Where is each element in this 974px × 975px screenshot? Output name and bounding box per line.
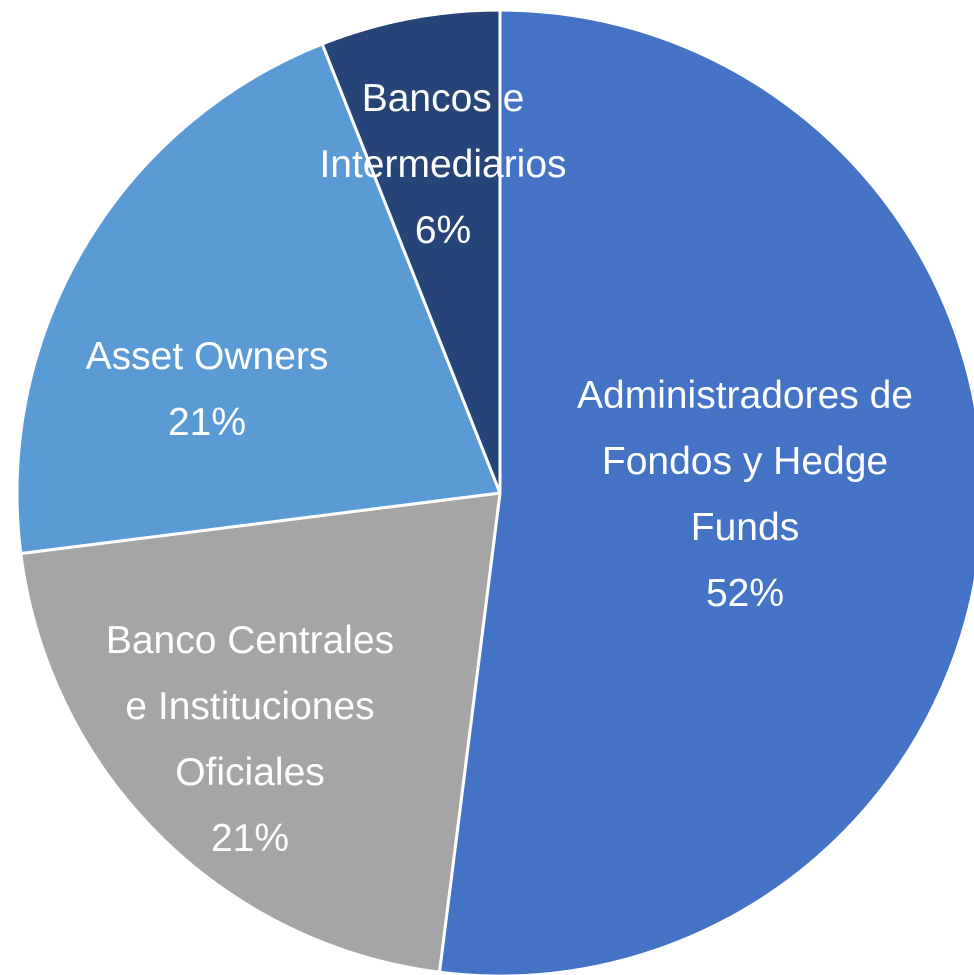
pie-slice — [19, 491, 502, 974]
category-label: Bancos e Intermediarios — [319, 77, 567, 186]
pie-slice — [320, 8, 502, 495]
value-label: 21% — [167, 401, 247, 444]
category-label: Administradores de Fondos y Hedge Funds — [577, 374, 913, 549]
category-label: Banco Centrales e Instituciones Oficiale… — [105, 619, 395, 794]
category-label: Asset Owners — [85, 335, 329, 378]
slice-label: Bancos e Intermediarios 6% — [293, 66, 593, 264]
slice-label: Administradores de Fondos y Hedge Funds 5… — [575, 363, 915, 627]
pie-slice — [15, 42, 502, 556]
slice-label: Banco Centrales e Instituciones Oficiale… — [90, 608, 410, 872]
value-label: 6% — [414, 209, 472, 252]
value-label: 52% — [705, 572, 785, 615]
pie-slice — [437, 8, 974, 975]
slice-label: Asset Owners 21% — [47, 324, 367, 456]
value-label: 21% — [210, 817, 290, 860]
